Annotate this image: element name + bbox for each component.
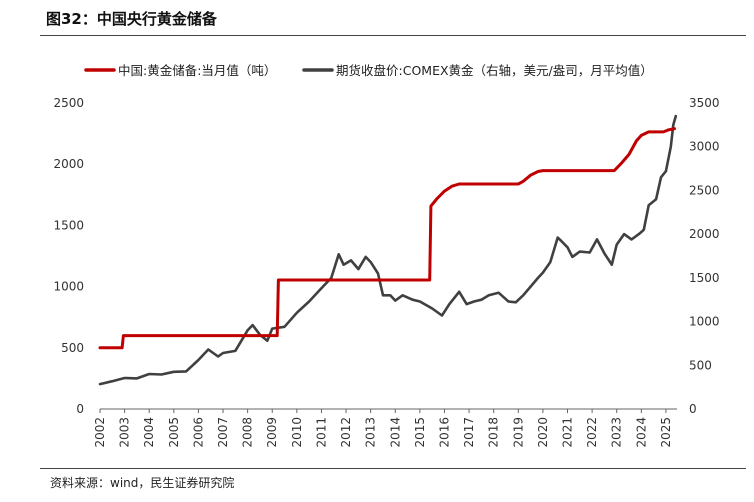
x-tick-label: 2017 <box>462 417 476 448</box>
y-left-tick-label: 2500 <box>53 96 84 110</box>
x-tick-label: 2009 <box>265 417 279 448</box>
x-tick-label: 2014 <box>388 417 402 448</box>
x-tick-label: 2010 <box>290 417 304 448</box>
x-tick-label: 2024 <box>634 417 648 448</box>
x-tick-label: 2003 <box>118 417 132 448</box>
y-left-tick-label: 1500 <box>53 218 84 232</box>
x-tick-label: 2019 <box>511 417 525 448</box>
x-tick-label: 2018 <box>487 417 501 448</box>
y-right-tick-label: 2500 <box>689 183 720 197</box>
x-tick-label: 2020 <box>536 417 550 448</box>
bottom-rule <box>40 468 746 469</box>
legend-item-gold-reserves: 中国:黄金储备:当月值（吨） <box>84 63 276 78</box>
chart-axes: 2002 2003 2004 2005 2006 2007 2008 2009 2010 2011… <box>53 96 719 448</box>
x-tick-label: 2012 <box>339 417 353 448</box>
chart: 中国:黄金储备:当月值（吨） 期货收盘价:COMEX黄金（右轴，美元/盎司，月平均… <box>53 63 719 448</box>
x-tick-label: 2015 <box>413 417 427 448</box>
y-left-tick-label: 0 <box>76 402 84 416</box>
y-right-tick-label: 0 <box>689 402 697 416</box>
x-tick-label: 2013 <box>364 417 378 448</box>
y-left-tick-label: 2000 <box>53 157 84 171</box>
x-tick-label: 2022 <box>585 417 599 448</box>
x-tick-label: 2005 <box>167 417 181 448</box>
x-tick-label: 2008 <box>241 417 255 448</box>
legend-item-comex-gold: 期货收盘价:COMEX黄金（右轴，美元/盎司，月平均值） <box>302 63 653 78</box>
legend-label: 中国:黄金储备:当月值（吨） <box>118 63 276 78</box>
y-right-tick-label: 3500 <box>689 96 720 110</box>
y-right-tick-label: 1500 <box>689 271 720 285</box>
figure-title: 图32：中国央行黄金储备 <box>46 10 217 28</box>
top-rule <box>40 35 746 36</box>
x-tick-label: 2006 <box>191 417 205 448</box>
y-right-tick-label: 2000 <box>689 227 720 241</box>
series-line-gold-reserves <box>98 127 676 350</box>
chart-legend: 中国:黄金储备:当月值（吨） 期货收盘价:COMEX黄金（右轴，美元/盎司，月平均… <box>84 63 653 78</box>
y-left-tick-label: 500 <box>61 341 84 355</box>
x-tick-label: 2016 <box>437 417 451 448</box>
source-note: 资料来源：wind，民生证券研究院 <box>50 476 235 490</box>
series-line-comex-gold <box>98 114 678 386</box>
y-right-tick-label: 3000 <box>689 140 720 154</box>
y-right-tick-label: 1000 <box>689 315 720 329</box>
x-tick-label: 2025 <box>659 417 673 448</box>
y-left-tick-label: 1000 <box>53 280 84 294</box>
x-tick-label: 2021 <box>561 417 575 448</box>
y-right-tick-label: 500 <box>689 358 712 372</box>
chart-series <box>98 114 678 386</box>
x-tick-label: 2007 <box>216 417 230 448</box>
x-tick-label: 2004 <box>142 417 156 448</box>
x-tick-label: 2023 <box>610 417 624 448</box>
legend-label: 期货收盘价:COMEX黄金（右轴，美元/盎司，月平均值） <box>336 63 653 78</box>
x-tick-label: 2002 <box>93 417 107 448</box>
x-tick-label: 2011 <box>314 417 328 448</box>
